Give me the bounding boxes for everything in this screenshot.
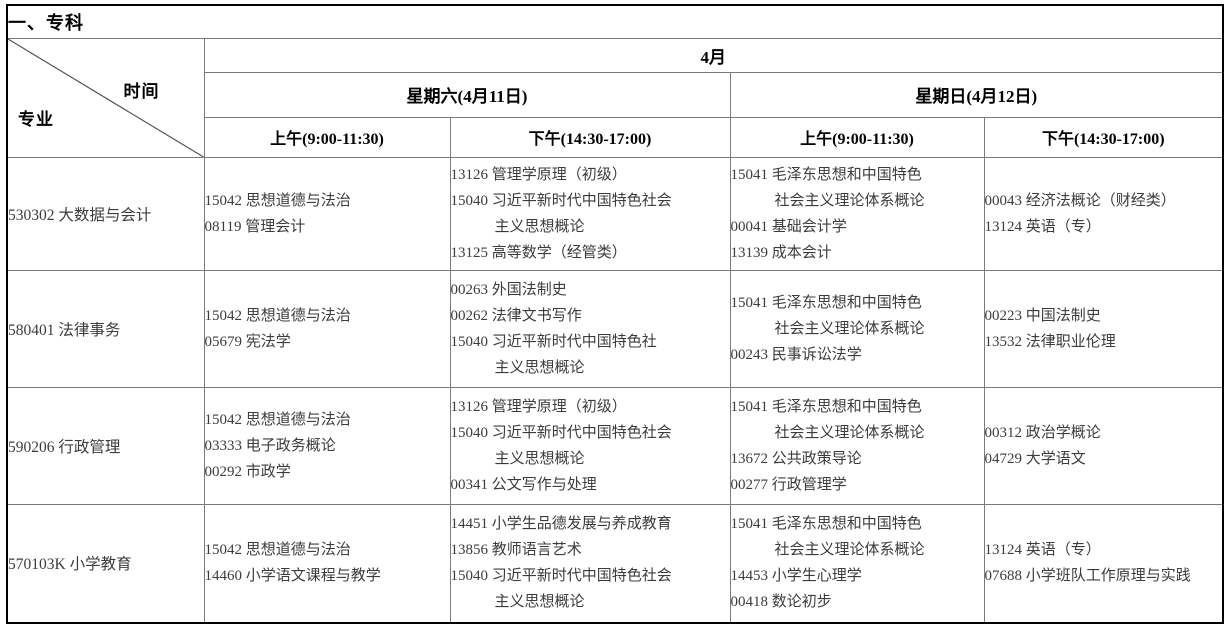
course-line: 13532 法律职业伦理 <box>984 333 1116 350</box>
table-row: 590206 行政管理 15042 思想道德与法治 03333 电子政务概论 002… <box>6 386 1224 505</box>
course-line: 15041 毛泽东思想和中国特色 <box>730 166 922 183</box>
course-line: 主义思想概论 <box>494 218 585 235</box>
course-line: 13124 英语（专） <box>984 218 1101 235</box>
course-line: 15041 毛泽东思想和中国特色 <box>730 398 922 415</box>
course-line: 13125 高等数学（经管类） <box>450 244 627 261</box>
course-line: 00043 经济法概论（财经类） <box>984 192 1176 209</box>
table-row: 580401 法律事务 15042 思想道德与法治 05679 宪法学 00263… <box>6 269 1224 388</box>
course-line: 00292 市政学 <box>204 463 291 480</box>
courses-sun-am: 15041 毛泽东思想和中国特色社会主义理论体系概论 00243 民事诉讼法学 <box>729 269 985 388</box>
course-line: 15040 习近平新时代中国特色社会 <box>450 568 672 585</box>
course-line: 13139 成本会计 <box>730 244 832 261</box>
section-title-row: 一、专科 <box>6 4 1224 39</box>
course-line: 15040 习近平新时代中国特色社 <box>450 333 657 350</box>
courses-sat-am: 15042 思想道德与法治 14460 小学语文课程与教学 <box>203 503 451 624</box>
corner-major-label: 专业 <box>18 109 54 129</box>
course-line: 15042 思想道德与法治 <box>204 307 351 324</box>
courses-sun-pm: 00312 政治学概论 04729 大学语文 <box>983 386 1224 505</box>
course-line: 04729 大学语文 <box>984 450 1086 467</box>
course-line: 14453 小学生心理学 <box>730 568 862 585</box>
course-line: 社会主义理论体系概论 <box>774 192 925 209</box>
table-row: 530302 大数据与会计 15042 思想道德与法治 08119 管理会计 13… <box>6 156 1224 271</box>
major-name: 530302 大数据与会计 <box>6 156 205 271</box>
slot-header-sat-am: 上午(9:00-11:30) <box>203 116 451 158</box>
course-line: 社会主义理论体系概论 <box>774 542 925 559</box>
course-line: 15042 思想道德与法治 <box>204 192 351 209</box>
course-line: 00263 外国法制史 <box>450 281 567 298</box>
course-line: 15042 思想道德与法治 <box>204 542 351 559</box>
courses-sat-pm: 00263 外国法制史 00262 法律文书写作 15040 习近平新时代中国特色社… <box>449 269 731 388</box>
course-line: 00312 政治学概论 <box>984 424 1101 441</box>
courses-sun-pm: 00043 经济法概论（财经类） 13124 英语（专） <box>983 156 1224 271</box>
courses-sat-am: 15042 思想道德与法治 05679 宪法学 <box>203 269 451 388</box>
courses-sat-pm: 14451 小学生品德发展与养成教育 13856 教师语言艺术 15040 习近平新… <box>449 503 731 624</box>
corner-time-label: 时间 <box>123 81 160 101</box>
course-line: 03333 电子政务概论 <box>204 437 336 454</box>
month-header-row: 时间 专业 4月 <box>6 37 1224 158</box>
courses-sat-am: 15042 思想道德与法治 08119 管理会计 <box>203 156 451 271</box>
diagonal-divider-icon <box>8 39 203 156</box>
courses-sat-pm: 13126 管理学原理（初级） 15040 习近平新时代中国特色社会主义思想概论 1… <box>449 156 731 271</box>
slot-header-sun-pm: 下午(14:30-17:00) <box>983 116 1224 158</box>
courses-sat-am: 15042 思想道德与法治 03333 电子政务概论 00292 市政学 <box>203 386 451 505</box>
slot-header-row: 上午(9:00-11:30) 下午(14:30-17:00) 上午(9:00-1… <box>7 116 1224 158</box>
course-line: 13126 管理学原理（初级） <box>450 166 627 183</box>
course-line: 主义思想概论 <box>494 359 585 376</box>
courses-sun-pm: 00223 中国法制史 13532 法律职业伦理 <box>983 269 1224 388</box>
course-line: 13856 教师语言艺术 <box>450 542 582 559</box>
course-line: 14451 小学生品德发展与养成教育 <box>450 516 672 533</box>
courses-sun-am: 15041 毛泽东思想和中国特色社会主义理论体系概论 14453 小学生心理学 00… <box>729 503 985 624</box>
slot-header-sat-pm: 下午(14:30-17:00) <box>449 116 731 158</box>
course-line: 00262 法律文书写作 <box>450 307 582 324</box>
day-header-row: 星期六(4月11日) 星期日(4月12日) <box>7 71 1224 118</box>
course-line: 00418 数论初步 <box>730 594 832 611</box>
courses-sun-am: 15041 毛泽东思想和中国特色社会主义理论体系概论 13672 公共政策导论 00… <box>729 386 985 505</box>
course-line: 15040 习近平新时代中国特色社会 <box>450 192 672 209</box>
course-line: 15041 毛泽东思想和中国特色 <box>730 516 922 533</box>
major-name: 590206 行政管理 <box>6 386 205 505</box>
course-line: 00341 公文写作与处理 <box>450 476 597 493</box>
course-line: 05679 宪法学 <box>204 333 291 350</box>
course-line: 15041 毛泽东思想和中国特色 <box>730 294 922 311</box>
slot-header-sun-am: 上午(9:00-11:30) <box>729 116 985 158</box>
course-line: 00277 行政管理学 <box>730 476 847 493</box>
section-title: 一、专科 <box>6 4 1224 39</box>
month-header: 4月 <box>203 37 1224 73</box>
courses-sun-pm: 13124 英语（专） 07688 小学班队工作原理与实践 <box>983 503 1224 624</box>
course-line: 08119 管理会计 <box>204 218 306 235</box>
course-line: 主义思想概论 <box>494 450 585 467</box>
course-line: 社会主义理论体系概论 <box>774 320 925 337</box>
major-name: 570103K 小学教育 <box>6 503 205 624</box>
course-line: 00243 民事诉讼法学 <box>730 346 862 363</box>
course-line: 13672 公共政策导论 <box>730 450 862 467</box>
major-name: 580401 法律事务 <box>6 269 205 388</box>
course-line: 社会主义理论体系概论 <box>774 424 925 441</box>
corner-header-cell: 时间 专业 <box>6 37 205 158</box>
course-line: 14460 小学语文课程与教学 <box>204 568 381 585</box>
course-line: 07688 小学班队工作原理与实践 <box>984 568 1191 585</box>
course-line: 15040 习近平新时代中国特色社会 <box>450 424 672 441</box>
day-header-sunday: 星期日(4月12日) <box>729 71 1224 118</box>
course-line: 13124 英语（专） <box>984 542 1101 559</box>
course-line: 00223 中国法制史 <box>984 307 1101 324</box>
course-line: 主义思想概论 <box>494 594 585 611</box>
table-row: 570103K 小学教育 15042 思想道德与法治 14460 小学语文课程与教… <box>6 503 1224 624</box>
course-line: 15042 思想道德与法治 <box>204 411 351 428</box>
exam-schedule-table: 一、专科 时间 专业 4月 星期六(4月11日) 星期日(4月12日) 上午(9… <box>6 4 1225 624</box>
course-line: 13126 管理学原理（初级） <box>450 398 627 415</box>
day-header-saturday: 星期六(4月11日) <box>203 71 731 118</box>
course-line: 00041 基础会计学 <box>730 218 847 235</box>
courses-sun-am: 15041 毛泽东思想和中国特色社会主义理论体系概论 00041 基础会计学 131… <box>729 156 985 271</box>
courses-sat-pm: 13126 管理学原理（初级） 15040 习近平新时代中国特色社会主义思想概论 0… <box>449 386 731 505</box>
